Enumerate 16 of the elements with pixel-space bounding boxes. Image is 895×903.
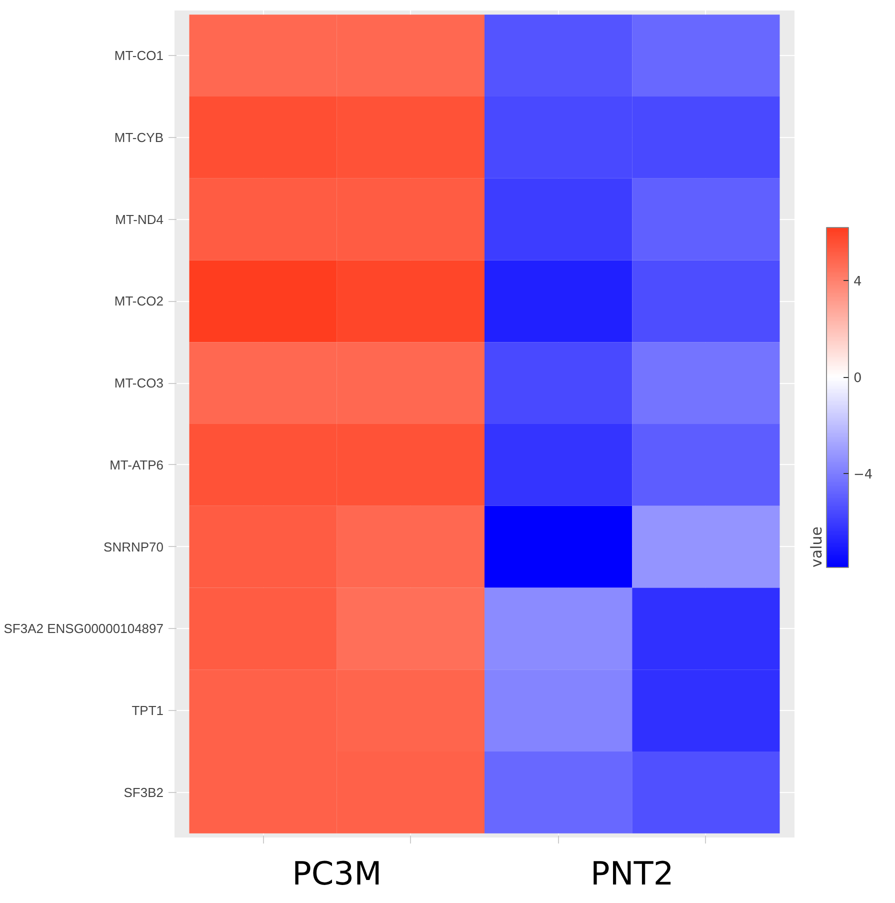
text: PC3M (292, 854, 382, 892)
y-tick-label: SF3A2 ENSG00000104897 (4, 621, 164, 636)
y-tick-label: TPT1 (132, 703, 164, 718)
color-bar-label: −4 (854, 467, 873, 482)
y-tick-label: MT-CO3 (114, 376, 164, 391)
y-tick-label: SNRNP70 (104, 539, 164, 554)
color-bar-title: value (808, 526, 826, 568)
y-tick-label: MT-ATP6 (110, 457, 164, 472)
y-tick-label: MT-ND4 (115, 212, 164, 227)
y-tick-label: MT-CO1 (114, 48, 164, 64)
color-bar-label: 0 (854, 371, 862, 386)
y-tick-label: SF3B2 (124, 784, 164, 800)
text: PNT2 (590, 854, 674, 892)
color-bar-label: 4 (854, 274, 862, 290)
y-tick-label: MT-CO2 (114, 294, 164, 309)
y-tick-label: MT-CYB (114, 130, 164, 145)
